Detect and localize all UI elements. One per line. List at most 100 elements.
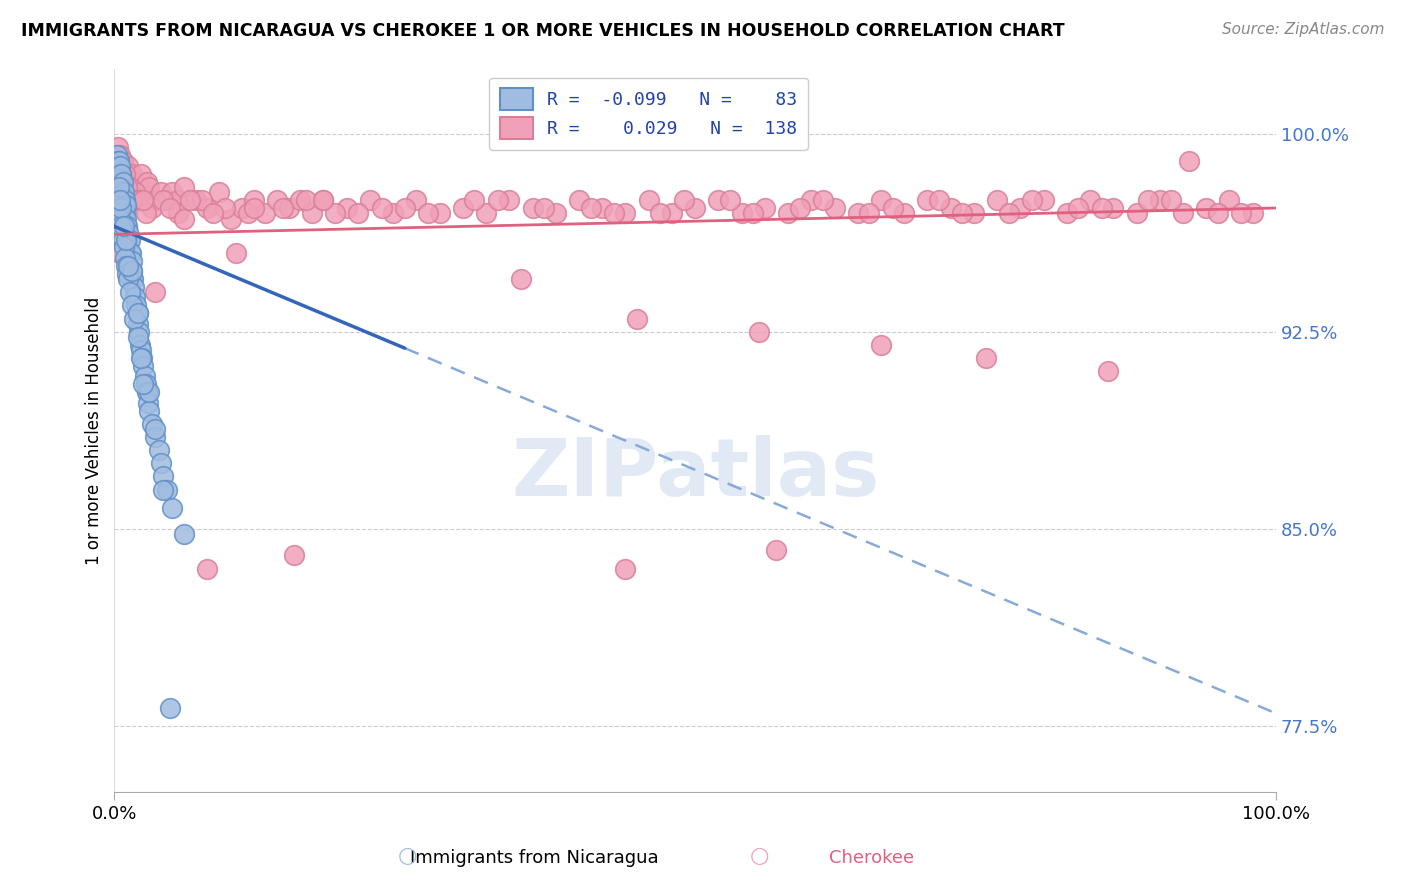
Point bbox=[115, 219, 138, 234]
Point bbox=[591, 201, 613, 215]
Point bbox=[1218, 193, 1240, 207]
Point bbox=[359, 193, 381, 207]
Point bbox=[219, 211, 242, 226]
Point bbox=[125, 193, 148, 207]
Point bbox=[283, 549, 305, 563]
Point bbox=[730, 206, 752, 220]
Point bbox=[405, 193, 427, 207]
Point bbox=[225, 245, 247, 260]
Point bbox=[110, 193, 132, 207]
Point bbox=[295, 193, 318, 207]
Point bbox=[1032, 193, 1054, 207]
Point bbox=[173, 527, 195, 541]
Point bbox=[115, 233, 138, 247]
Point bbox=[149, 185, 172, 199]
Point bbox=[110, 185, 132, 199]
Point bbox=[117, 159, 139, 173]
Point bbox=[110, 172, 132, 186]
Point bbox=[167, 193, 190, 207]
Point bbox=[475, 206, 498, 220]
Point bbox=[111, 193, 134, 207]
Text: IMMIGRANTS FROM NICARAGUA VS CHEROKEE 1 OR MORE VEHICLES IN HOUSEHOLD CORRELATIO: IMMIGRANTS FROM NICARAGUA VS CHEROKEE 1 … bbox=[21, 22, 1064, 40]
Point bbox=[1241, 206, 1264, 220]
Point bbox=[121, 298, 143, 312]
Point bbox=[121, 193, 143, 207]
Point bbox=[138, 403, 160, 417]
Point bbox=[115, 180, 138, 194]
Point bbox=[917, 193, 939, 207]
Point bbox=[824, 201, 846, 215]
Point bbox=[114, 206, 136, 220]
Point bbox=[112, 185, 135, 199]
Point bbox=[1102, 201, 1125, 215]
Point bbox=[323, 206, 346, 220]
Point bbox=[882, 201, 904, 215]
Point bbox=[800, 193, 823, 207]
Point bbox=[568, 193, 591, 207]
Point bbox=[1078, 193, 1101, 207]
Point bbox=[603, 206, 626, 220]
Point bbox=[429, 206, 451, 220]
Point bbox=[111, 233, 134, 247]
Point bbox=[110, 148, 132, 162]
Point bbox=[108, 180, 131, 194]
Point bbox=[115, 233, 138, 247]
Point bbox=[122, 175, 145, 189]
Point bbox=[108, 167, 131, 181]
Point bbox=[135, 377, 157, 392]
Point bbox=[152, 193, 174, 207]
Point bbox=[117, 272, 139, 286]
Point bbox=[125, 298, 148, 312]
Point bbox=[121, 272, 143, 286]
Point bbox=[110, 180, 132, 194]
Point bbox=[132, 193, 155, 207]
Point bbox=[122, 311, 145, 326]
Point bbox=[1091, 201, 1114, 215]
Point bbox=[870, 338, 893, 352]
Point bbox=[107, 193, 129, 207]
Point bbox=[928, 193, 950, 207]
Point bbox=[236, 206, 259, 220]
Point bbox=[184, 193, 207, 207]
Point bbox=[143, 430, 166, 444]
Point bbox=[1137, 193, 1160, 207]
Point bbox=[118, 180, 141, 194]
Point bbox=[1149, 193, 1171, 207]
Point bbox=[950, 206, 973, 220]
Point bbox=[143, 193, 166, 207]
Point bbox=[394, 201, 416, 215]
Point bbox=[1206, 206, 1229, 220]
Point bbox=[742, 206, 765, 220]
Point bbox=[136, 396, 159, 410]
Point bbox=[129, 343, 152, 358]
Point bbox=[127, 317, 149, 331]
Point bbox=[1021, 193, 1043, 207]
Point bbox=[382, 206, 405, 220]
Point bbox=[195, 201, 218, 215]
Point bbox=[195, 561, 218, 575]
Point bbox=[127, 306, 149, 320]
Point bbox=[167, 206, 190, 220]
Point bbox=[533, 201, 555, 215]
Point bbox=[579, 201, 602, 215]
Text: Immigrants from Nicaragua: Immigrants from Nicaragua bbox=[411, 849, 658, 867]
Point bbox=[1125, 206, 1147, 220]
Point bbox=[112, 219, 135, 234]
Point bbox=[522, 201, 544, 215]
Point bbox=[110, 201, 132, 215]
Point bbox=[121, 167, 143, 181]
Point bbox=[846, 206, 869, 220]
Point bbox=[112, 201, 135, 215]
Point bbox=[754, 201, 776, 215]
Point bbox=[1230, 206, 1253, 220]
Point bbox=[108, 153, 131, 168]
Point bbox=[789, 201, 811, 215]
Point bbox=[277, 201, 299, 215]
Point bbox=[141, 417, 163, 431]
Point bbox=[132, 185, 155, 199]
Text: Source: ZipAtlas.com: Source: ZipAtlas.com bbox=[1222, 22, 1385, 37]
Point bbox=[107, 159, 129, 173]
Point bbox=[124, 185, 146, 199]
Text: Cherokee: Cherokee bbox=[830, 849, 914, 867]
Point bbox=[118, 245, 141, 260]
